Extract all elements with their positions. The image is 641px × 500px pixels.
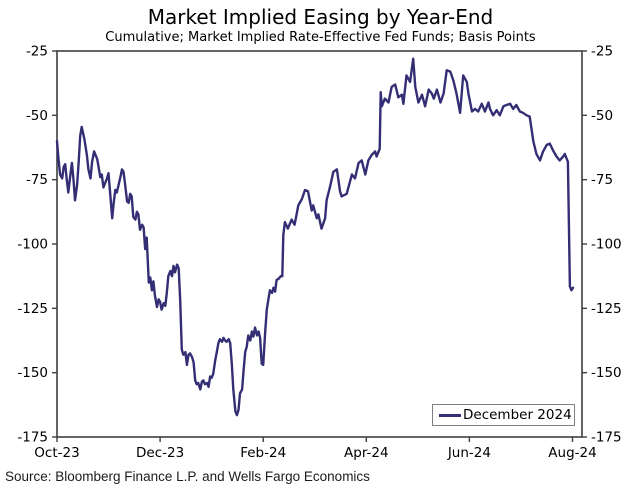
y-axis-tick-label-right: -100	[591, 237, 622, 253]
y-axis-tick-label-right: -150	[591, 365, 622, 381]
line-chart-canvas: -25 -25 -50 -50 -75 -75 -100 -100 -125 -125 -150 -1…	[17, 44, 622, 462]
legend-line-swatch	[439, 413, 461, 417]
legend-box: December 2024	[432, 404, 575, 426]
x-axis-tick-label: Apr-24	[344, 445, 389, 461]
y-axis-tick-label-left: -75	[26, 172, 48, 188]
y-axis-tick-label-left: -100	[17, 237, 48, 253]
series-line-december-2024	[55, 57, 575, 417]
x-axis-tick-label: Dec-23	[136, 445, 184, 461]
x-axis-tick-label: Feb-24	[240, 445, 286, 461]
y-axis-tick-label-right: -175	[591, 430, 622, 446]
y-axis-tick-label-right: -50	[591, 108, 613, 124]
chart-subtitle: Cumulative; Market Implied Rate-Effectiv…	[105, 30, 536, 45]
y-axis-tick-label-right: -75	[591, 172, 613, 188]
y-axis-tick-label-left: -25	[26, 44, 48, 60]
y-axis-tick-label-left: -125	[17, 301, 48, 317]
y-axis-tick-label-right: -25	[591, 44, 613, 60]
y-axis-tick-label-right: -125	[591, 301, 622, 317]
y-axis-tick-label-left: -150	[17, 365, 48, 381]
x-axis-tick-label: Jun-24	[447, 445, 491, 461]
chart-title: Market Implied Easing by Year-End	[147, 5, 494, 29]
y-axis-tick-label-left: -175	[17, 430, 48, 446]
x-axis-tick-label: Aug-24	[548, 445, 596, 461]
y-axis-tick-label-left: -50	[26, 108, 48, 124]
source-note: Source: Bloomberg Finance L.P. and Wells…	[5, 469, 370, 484]
x-axis-tick-label: Oct-23	[34, 445, 79, 461]
legend-series-label: December 2024	[463, 407, 572, 423]
